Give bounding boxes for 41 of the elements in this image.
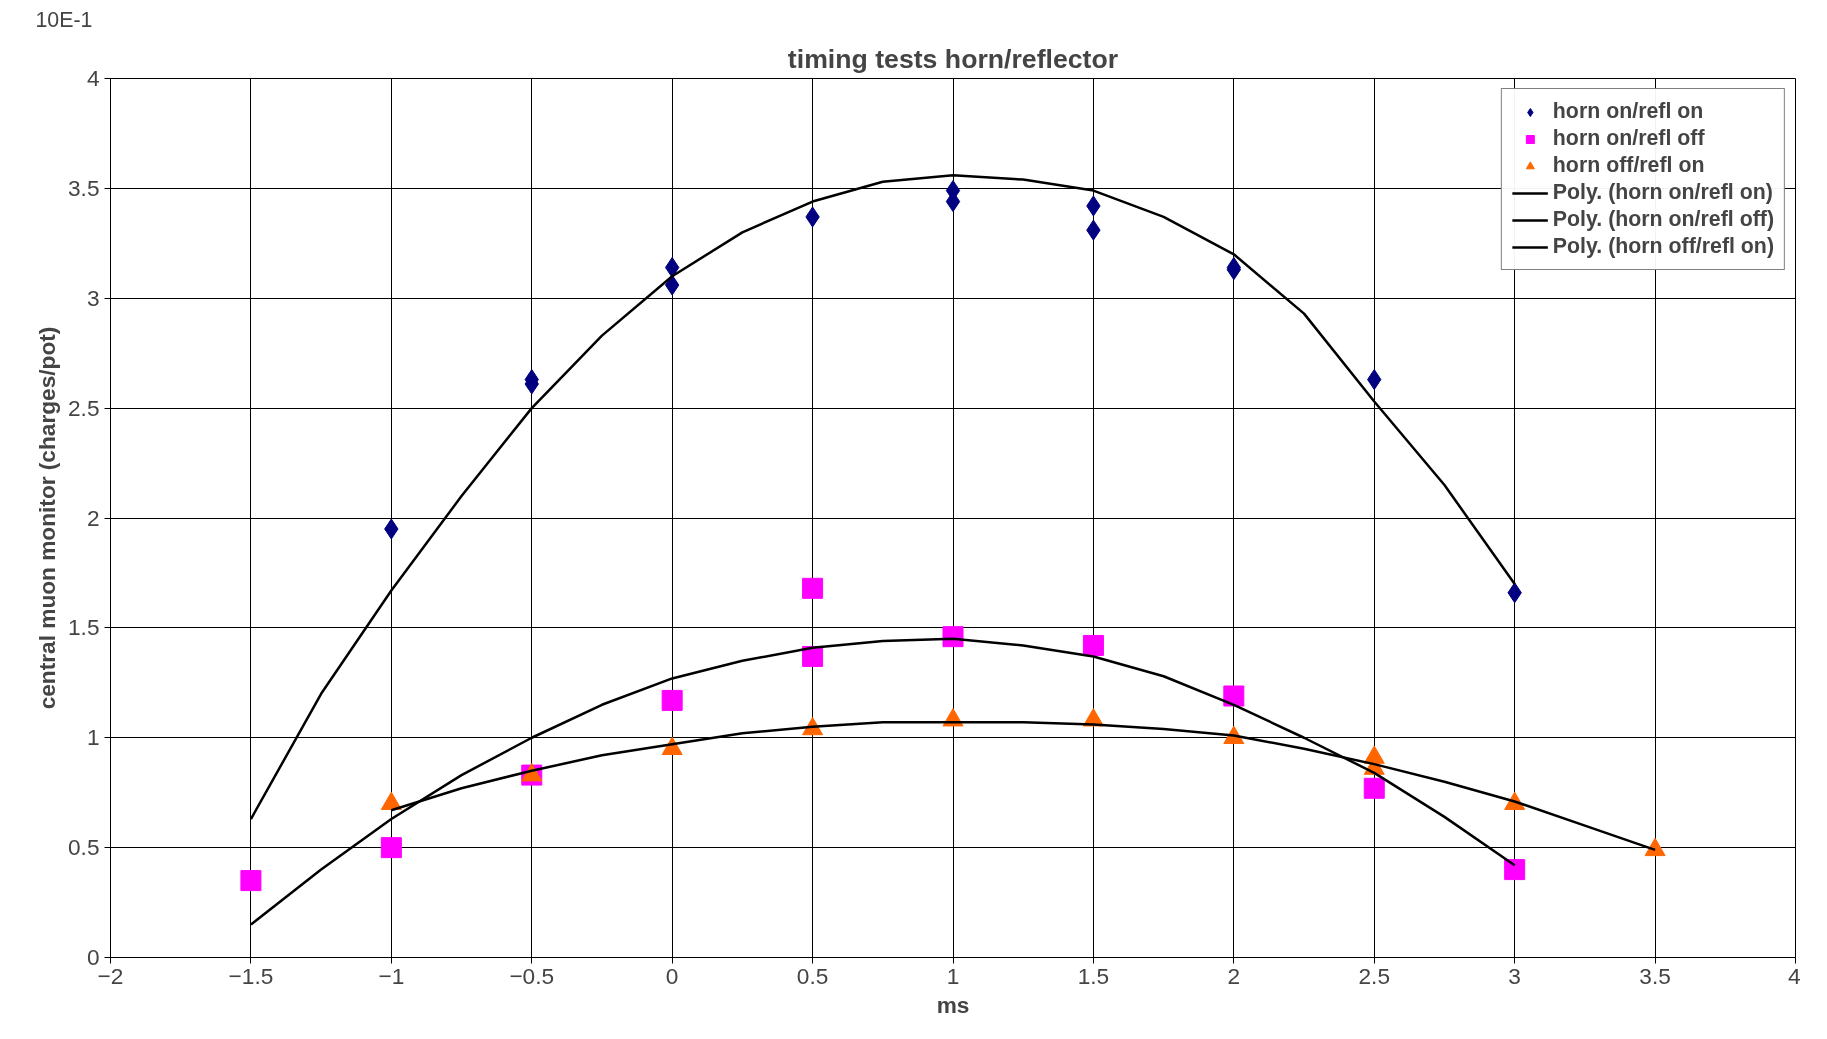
legend-label: horn on/refl off [1552,126,1705,151]
legend-label: Poly. (horn off/refl on) [1552,234,1774,259]
y-tick-label: 1 [86,724,100,751]
point [1644,837,1666,857]
y-axis-title: central muon monitor (charges/pot) [34,326,60,710]
x-tick-label: 1 [946,962,960,989]
point [661,689,683,711]
y-tick-label: 3 [86,284,100,311]
x-tick-label: 2 [1227,962,1241,989]
x-axis-title: ms [936,991,970,1018]
y-tick-label: 2.5 [68,394,100,421]
legend-label: Poly. (horn on/refl off) [1552,207,1774,232]
y-tick-label: 0 [86,944,100,970]
x-tick-label: −0.5 [509,962,555,989]
point [1363,777,1385,799]
x-tick-label: 0 [665,962,679,989]
point [240,870,262,892]
x-tick-label: 1.5 [1077,962,1110,989]
point [380,837,402,859]
y-tick-label: 2 [86,504,100,531]
y-tick-label: 1.5 [68,614,100,641]
legend-label: Poly. (horn on/refl on) [1552,180,1773,205]
point [1223,685,1245,707]
legend-label: horn off/refl on [1552,153,1705,178]
y-tick-label: 4 [86,65,100,91]
text: 10E-1 [35,7,93,32]
y-tick-label: 3.5 [68,174,100,201]
x-tick-label: 3 [1508,962,1521,989]
legend-label: horn on/refl on [1552,99,1704,124]
x-tick-label: −1.5 [228,962,274,989]
point [1504,859,1526,881]
x-tick-label: 3.5 [1639,962,1671,989]
point [1082,634,1104,656]
x-tick-label: 2.5 [1358,962,1390,989]
x-tick-label: −2 [97,962,124,989]
x-tick-label: 0.5 [796,962,829,989]
x-tick-label: 4 [1787,962,1801,989]
y-tick-label: 0.5 [68,834,100,861]
chart-title: timing tests horn/reflector [787,43,1119,74]
x-tick-label: −1 [378,962,405,989]
point [802,577,824,599]
